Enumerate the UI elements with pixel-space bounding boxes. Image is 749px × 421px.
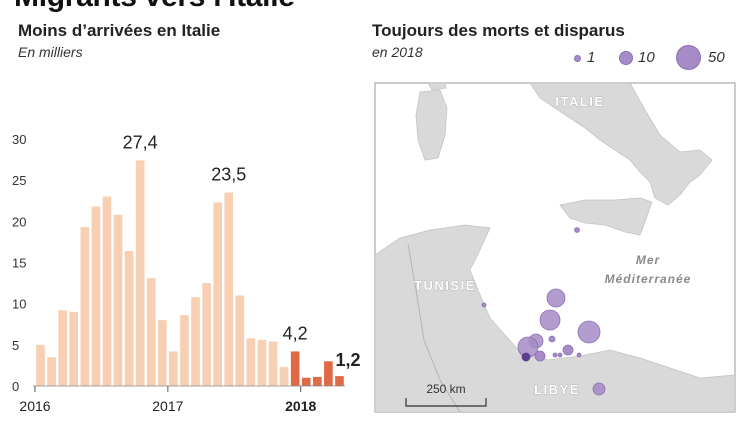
corsica-landmass — [427, 83, 447, 91]
legend-label-large: 50 — [708, 49, 725, 66]
bar — [102, 196, 112, 386]
y-tick-label: 25 — [12, 173, 26, 188]
bar — [135, 160, 145, 386]
legend-label-small: 1 — [587, 49, 596, 66]
x-tick-label: 2017 — [152, 398, 183, 414]
map-label-tunisie: TUNISIE — [414, 278, 476, 293]
bar — [58, 310, 67, 386]
y-tick-label: 15 — [12, 256, 26, 271]
legend-label-medium: 10 — [638, 49, 655, 66]
death-bubble — [534, 350, 546, 362]
tunisia-border — [407, 243, 461, 412]
bar — [80, 227, 90, 386]
bar — [124, 250, 134, 386]
death-bubble — [521, 352, 531, 362]
y-tick-label: 10 — [12, 297, 26, 312]
legend-dot-medium — [619, 51, 633, 65]
bar — [191, 297, 200, 386]
death-bubble — [546, 288, 566, 308]
y-tick-label: 5 — [12, 338, 19, 353]
y-tick-label: 0 — [12, 379, 19, 394]
bar — [268, 341, 278, 386]
legend-dot-small — [574, 55, 581, 62]
map-label-mer: Mer — [636, 253, 661, 267]
scale-bar-label: 250 km — [426, 382, 465, 396]
death-bubble — [576, 352, 582, 358]
death-bubble — [548, 335, 556, 343]
death-bubble — [562, 344, 574, 356]
bar — [235, 295, 245, 386]
death-bubble — [592, 382, 606, 396]
bar — [290, 351, 300, 386]
map-label-libye: LIBYE — [534, 382, 580, 397]
bar — [246, 338, 256, 386]
x-tick-label: 2016 — [19, 398, 50, 414]
bar — [169, 351, 178, 386]
deaths-bubbles — [481, 227, 606, 396]
bar — [36, 344, 45, 386]
death-bubble — [552, 352, 558, 358]
map-label-italie: ITALIE — [555, 94, 604, 109]
bar — [202, 283, 211, 386]
bar-value-label: 27,4 — [123, 132, 158, 152]
x-tick-label: 2018 — [285, 398, 316, 414]
deaths-map-title: Toujours des morts et disparus — [372, 21, 625, 40]
bar — [113, 214, 123, 386]
deaths-map-subtitle: en 2018 — [372, 44, 423, 60]
sicily-landmass — [559, 197, 653, 236]
italy-landmass — [529, 83, 713, 206]
death-bubble — [481, 302, 487, 308]
bar — [257, 339, 267, 386]
map-scale-bar: 250 km — [405, 382, 487, 407]
legend-dot-large — [676, 45, 701, 70]
bar — [180, 315, 189, 386]
bar — [313, 376, 322, 386]
bar — [213, 202, 222, 386]
bar — [301, 377, 311, 386]
bar-value-label: 4,2 — [283, 323, 308, 343]
map-label-mediterranee: Méditerranée — [605, 272, 692, 286]
y-tick-label: 20 — [12, 214, 26, 229]
death-bubble — [574, 227, 580, 233]
bar — [91, 206, 101, 386]
bar — [224, 192, 234, 386]
bar-value-label: 23,5 — [211, 165, 246, 185]
bar — [146, 278, 156, 386]
arrivals-chart-subtitle: En milliers — [18, 44, 83, 60]
main-title: Migrants vers l'Italie — [14, 0, 295, 14]
arrivals-chart-title: Moins d’arrivées en Italie — [18, 21, 221, 40]
bar — [47, 357, 56, 386]
death-bubble — [539, 309, 561, 331]
y-tick-label: 30 — [12, 132, 26, 147]
bar-value-label: 1,2 — [335, 350, 360, 370]
death-bubble — [577, 320, 601, 344]
sardinia-landmass — [415, 89, 448, 161]
bar — [69, 311, 79, 386]
bar — [324, 361, 333, 386]
bar — [158, 320, 167, 386]
bar — [279, 367, 289, 386]
death-bubble — [557, 352, 563, 358]
bar — [335, 376, 344, 386]
